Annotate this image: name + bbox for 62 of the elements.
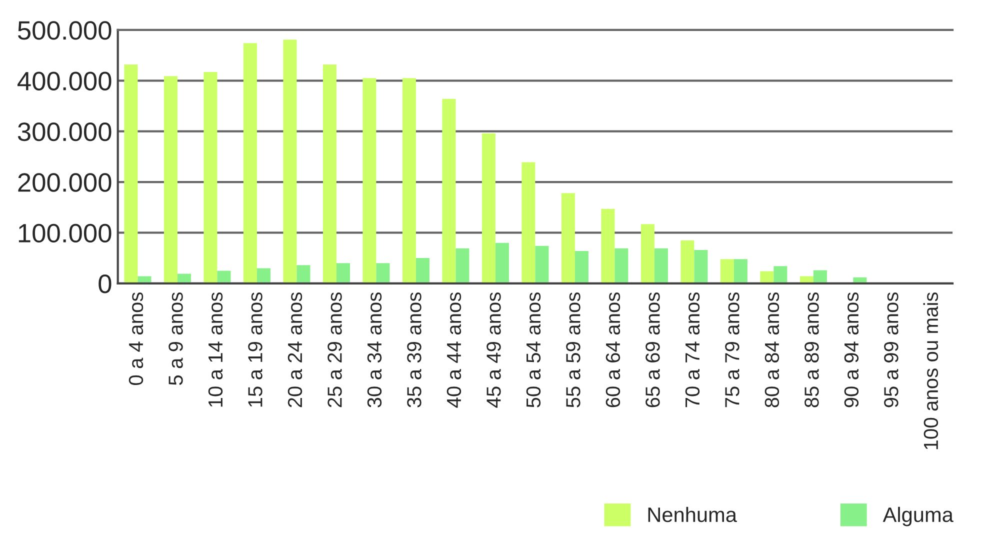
bar: [561, 193, 575, 284]
bar: [322, 64, 336, 284]
bar: [495, 242, 509, 284]
bar: [442, 98, 456, 284]
bar: [482, 133, 496, 284]
x-tick-label: 30 a 34 anos: [367, 292, 382, 408]
bar: [376, 263, 390, 284]
x-tick-label: 60 a 64 anos: [606, 292, 620, 408]
y-tick-label: 400.000: [18, 72, 112, 90]
x-tick-label: 85 a 89 anos: [804, 292, 819, 408]
y-tick-label: 300.000: [18, 122, 112, 142]
x-tick-label: 40 a 44 anos: [446, 292, 462, 408]
legend-label: Nenhuma: [648, 506, 737, 522]
bar: [402, 78, 416, 284]
bar: [813, 270, 827, 284]
x-tick-label: 0 a 4 anos: [128, 292, 144, 385]
bar: [694, 250, 708, 284]
x-tick-label: 70 a 74 anos: [685, 292, 700, 408]
x-tick-label: 45 a 49 anos: [486, 292, 501, 408]
x-tick-label: 10 a 14 anos: [208, 292, 223, 407]
x-tick-label: 100 anos ou mais: [923, 292, 938, 450]
x-tick-label: 50 a 54 anos: [526, 292, 541, 408]
x-tick-label: 55 a 59 anos: [566, 292, 580, 408]
bar: [614, 248, 628, 284]
bar: [164, 76, 178, 284]
y-tick-label: 200.000: [18, 173, 112, 192]
bar: [680, 240, 694, 284]
bar: [640, 224, 654, 284]
bar: [362, 78, 376, 284]
bar: [654, 248, 668, 284]
x-tick-label: 75 a 79 anos: [725, 292, 740, 408]
bar: [283, 40, 297, 284]
bar: [336, 263, 350, 284]
bar: [243, 43, 257, 284]
x-tick-label: 20 a 24 anos: [288, 292, 302, 408]
bar: [124, 64, 138, 284]
y-tick-label: 500.000: [18, 21, 112, 40]
bar: [760, 271, 774, 284]
bar: [574, 250, 588, 284]
bar: [256, 268, 270, 284]
bar: [601, 208, 615, 284]
legend-label: Alguma: [882, 506, 954, 526]
x-tick-label: 35 a 39 anos: [407, 292, 422, 408]
bar: [456, 248, 470, 284]
bar: [204, 72, 218, 284]
bar: [416, 258, 430, 284]
x-tick-label: 25 a 29 anos: [328, 292, 342, 408]
bar: [296, 265, 310, 284]
bar: [734, 259, 748, 284]
x-tick-label: 80 a 84 anos: [764, 292, 780, 408]
y-tick-label: 100.000: [18, 224, 112, 243]
bar: [522, 162, 536, 284]
bar: [217, 270, 231, 284]
x-tick-label: 90 a 94 anos: [844, 292, 859, 408]
bar: [774, 266, 788, 284]
bar: [720, 259, 734, 284]
y-tick-label: 0: [98, 274, 112, 294]
x-tick-label: 65 a 69 anos: [646, 292, 660, 408]
x-tick-label: 95 a 99 anos: [884, 292, 898, 408]
bar: [535, 246, 549, 284]
x-tick-label: 15 a 19 anos: [248, 292, 262, 407]
x-tick-label: 5 a 9 anos: [168, 292, 183, 385]
